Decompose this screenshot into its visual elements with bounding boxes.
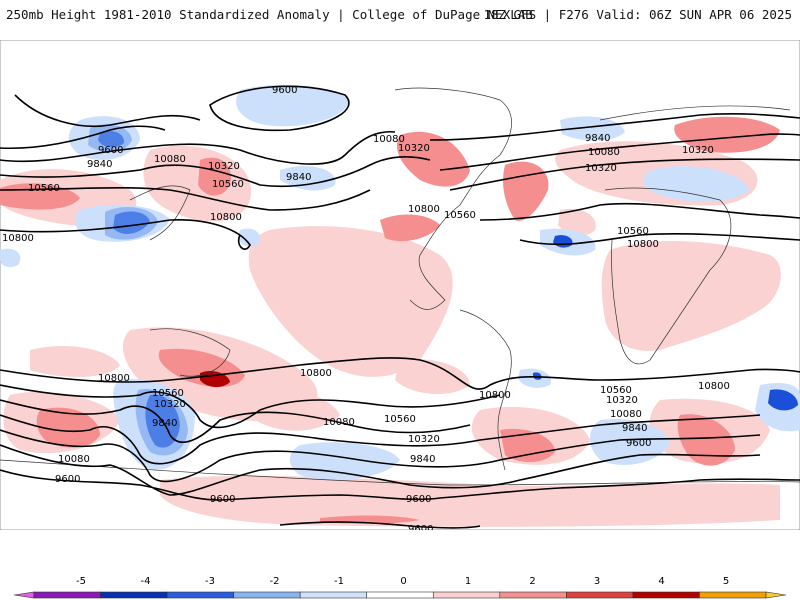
- colorbar-block: [699, 591, 767, 599]
- contour-label-9600: 9600: [626, 438, 651, 449]
- colorbar-arrow-right: [765, 591, 787, 599]
- colorbar-blocks: [13, 591, 787, 599]
- contour-label-10080: 10080: [58, 454, 90, 465]
- contour-label-10080: 10080: [154, 154, 186, 165]
- contour-label-9600: 9600: [210, 494, 235, 505]
- contour-label-10560: 10560: [152, 388, 184, 399]
- contour-label-10080: 10080: [373, 134, 405, 145]
- contour-label-10320: 10320: [408, 434, 440, 445]
- contour-label-10560: 10560: [617, 226, 649, 237]
- colorbar-block: [366, 591, 434, 599]
- contour-label-9840: 9840: [622, 423, 647, 434]
- contour-label-10080: 10080: [323, 417, 355, 428]
- contour-label-9840: 9840: [87, 159, 112, 170]
- colorbar-tick-label: -3: [205, 576, 215, 587]
- colorbar-ticks: -5 -4 -3 -2 -1 0 1 2 3 4 5: [76, 576, 729, 587]
- contour-label-9840: 9840: [286, 172, 311, 183]
- colorbar-tick-label: 1: [465, 576, 471, 587]
- contour-label-10560: 10560: [600, 385, 632, 396]
- header: 250mb Height 1981-2010 Standardized Anom…: [0, 0, 800, 30]
- colorbar-block: [166, 591, 234, 599]
- contour-label-10800: 10800: [98, 373, 130, 384]
- contour-label-10800: 10800: [627, 239, 659, 250]
- colorbar-tick-label: 4: [658, 576, 664, 587]
- colorbar-block: [632, 591, 700, 599]
- contour-label-10800: 10800: [698, 381, 730, 392]
- contour-label-10320: 10320: [606, 395, 638, 406]
- colorbar-block: [233, 591, 301, 599]
- contour-label-10560: 10560: [212, 179, 244, 190]
- colorbar-block: [100, 591, 168, 599]
- contour-label-10560: 10560: [444, 210, 476, 221]
- contour-label-10800: 10800: [408, 204, 440, 215]
- colorbar-block: [566, 591, 634, 599]
- contour-label-9600: 9600: [406, 494, 431, 505]
- coastlines: [0, 87, 800, 486]
- colorbar-block: [499, 591, 567, 599]
- contour-label-10080: 10080: [588, 147, 620, 158]
- model-run-info: 18Z GFS | F276 Valid: 06Z SUN APR 06 202…: [483, 7, 792, 22]
- contour-labels: 9600 9600 9840 10080 10320 10560 10560 9…: [2, 85, 730, 530]
- contour-label-9600: 9600: [272, 85, 297, 96]
- colorbar-tick-label: 3: [594, 576, 600, 587]
- colorbar-arrow-left: [13, 591, 35, 599]
- contour-label-10560: 10560: [28, 183, 60, 194]
- colorbar-block: [432, 591, 501, 599]
- map-title: 250mb Height 1981-2010 Standardized Anom…: [6, 7, 533, 22]
- contour-label-9600: 9600: [408, 524, 433, 530]
- contour-label-9600: 9600: [55, 474, 80, 485]
- colorbar-tick-label: -2: [270, 576, 280, 587]
- moderate-negative-anomaly: [88, 124, 188, 456]
- contour-label-10560: 10560: [384, 414, 416, 425]
- contour-label-10800: 10800: [2, 233, 34, 244]
- contour-label-10320: 10320: [682, 145, 714, 156]
- contour-label-10320: 10320: [208, 161, 240, 172]
- contour-label-10080: 10080: [610, 409, 642, 420]
- colorbar-tick-label: -5: [76, 576, 86, 587]
- colorbar: -5 -4 -3 -2 -1 0 1 2 3 4 5: [13, 576, 787, 599]
- contour-label-9840: 9840: [410, 454, 435, 465]
- colorbar-block: [33, 591, 101, 599]
- contour-label-10800: 10800: [210, 212, 242, 223]
- contour-label-10320: 10320: [398, 143, 430, 154]
- contour-label-9600: 9600: [98, 145, 123, 156]
- contour-label-10800: 10800: [300, 368, 332, 379]
- contour-label-10800: 10800: [479, 390, 511, 401]
- colorbar-tick-label: 2: [529, 576, 535, 587]
- colorbar-block: [299, 591, 368, 599]
- height-contours: [0, 85, 800, 529]
- colorbar-tick-label: 5: [723, 576, 729, 587]
- colorbar-tick-label: 0: [400, 576, 406, 587]
- colorbar-tick-label: -1: [334, 576, 344, 587]
- contour-label-10320: 10320: [154, 399, 186, 410]
- map: 9600 9600 9840 10080 10320 10560 10560 9…: [0, 40, 800, 530]
- contour-label-9840: 9840: [585, 133, 610, 144]
- contour-label-10320: 10320: [585, 163, 617, 174]
- contour-label-9840: 9840: [152, 418, 177, 429]
- colorbar-tick-label: -4: [141, 576, 151, 587]
